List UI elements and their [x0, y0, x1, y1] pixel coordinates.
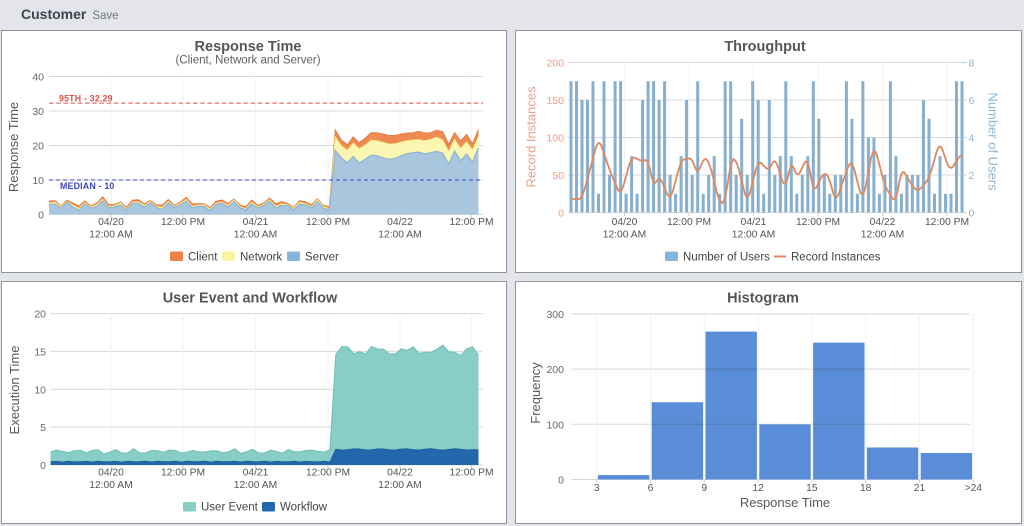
svg-text:15: 15: [34, 346, 46, 358]
svg-text:8: 8: [969, 58, 975, 70]
svg-text:12:00 AM: 12:00 AM: [234, 480, 278, 491]
svg-text:Record Instances: Record Instances: [524, 86, 539, 188]
svg-text:0: 0: [969, 208, 975, 220]
svg-text:04/22: 04/22: [870, 217, 896, 228]
svg-text:04/21: 04/21: [243, 468, 269, 479]
svg-text:200: 200: [546, 58, 564, 70]
svg-text:Record Instances: Record Instances: [791, 252, 881, 264]
svg-text:20: 20: [34, 309, 46, 321]
svg-text:0: 0: [38, 210, 44, 222]
svg-text:12:00 PM: 12:00 PM: [925, 217, 969, 228]
svg-text:12:00 AM: 12:00 AM: [89, 230, 133, 241]
svg-text:04/20: 04/20: [612, 217, 638, 228]
svg-text:Number of Users: Number of Users: [986, 92, 1001, 191]
svg-text:12:00 AM: 12:00 AM: [234, 230, 278, 241]
svg-text:12:00 PM: 12:00 PM: [667, 217, 711, 228]
svg-text:12:00 AM: 12:00 AM: [861, 230, 905, 241]
svg-text:Frequency: Frequency: [528, 362, 543, 424]
svg-text:Throughput: Throughput: [724, 39, 806, 55]
svg-text:9: 9: [701, 483, 707, 494]
svg-text:Network: Network: [240, 252, 282, 264]
svg-text:12:00 AM: 12:00 AM: [378, 230, 422, 241]
svg-text:User Event and Workflow: User Event and Workflow: [163, 291, 338, 307]
svg-text:12:00 PM: 12:00 PM: [161, 217, 205, 228]
svg-text:150: 150: [546, 95, 564, 107]
svg-text:12: 12: [752, 483, 764, 494]
svg-text:04/21: 04/21: [741, 217, 767, 228]
svg-text:0: 0: [40, 460, 46, 472]
svg-text:04/21: 04/21: [243, 217, 269, 228]
svg-text:12:00 PM: 12:00 PM: [449, 217, 493, 228]
svg-text:12:00 AM: 12:00 AM: [378, 480, 422, 491]
svg-text:20: 20: [32, 141, 44, 153]
svg-text:100: 100: [546, 133, 564, 145]
svg-text:6: 6: [648, 483, 654, 494]
svg-text:30: 30: [32, 106, 44, 118]
svg-text:12:00 PM: 12:00 PM: [161, 468, 205, 479]
svg-text:04/20: 04/20: [98, 217, 124, 228]
svg-text:10: 10: [32, 175, 44, 187]
svg-text:Workflow: Workflow: [280, 502, 328, 514]
svg-text:40: 40: [32, 72, 44, 84]
svg-text:04/20: 04/20: [98, 468, 124, 479]
svg-text:0: 0: [558, 475, 564, 487]
svg-text:18: 18: [860, 483, 872, 494]
svg-text:Response Time: Response Time: [195, 39, 302, 55]
svg-text:>24: >24: [965, 483, 983, 494]
svg-text:10: 10: [34, 384, 46, 396]
svg-text:04/22: 04/22: [387, 468, 413, 479]
svg-text:04/22: 04/22: [387, 217, 413, 228]
svg-text:Response Time: Response Time: [6, 102, 21, 192]
svg-text:6: 6: [969, 95, 975, 107]
svg-text:12:00 AM: 12:00 AM: [603, 230, 647, 241]
svg-text:200: 200: [546, 364, 564, 376]
svg-text:12:00 PM: 12:00 PM: [306, 468, 350, 479]
svg-text:12:00 PM: 12:00 PM: [306, 217, 350, 228]
svg-text:Response Time: Response Time: [740, 495, 830, 510]
svg-text:Execution Time: Execution Time: [7, 346, 22, 435]
svg-text:User Event: User Event: [201, 502, 259, 514]
svg-text:5: 5: [40, 422, 46, 434]
svg-text:95TH - 32.29: 95TH - 32.29: [59, 94, 113, 104]
svg-text:0: 0: [558, 208, 564, 220]
svg-text:12:00 AM: 12:00 AM: [732, 230, 776, 241]
svg-text:100: 100: [546, 419, 564, 431]
svg-text:3: 3: [594, 483, 600, 494]
svg-text:Client: Client: [188, 252, 218, 264]
svg-text:12:00 PM: 12:00 PM: [449, 468, 493, 479]
svg-text:50: 50: [552, 170, 564, 182]
svg-text:Number of Users: Number of Users: [683, 252, 770, 264]
svg-text:Server: Server: [305, 252, 339, 264]
svg-text:15: 15: [806, 483, 818, 494]
svg-text:Histogram: Histogram: [727, 291, 799, 307]
svg-text:MEDIAN - 10: MEDIAN - 10: [60, 181, 115, 191]
svg-text:21: 21: [914, 483, 926, 494]
svg-text:2: 2: [969, 170, 975, 182]
svg-text:4: 4: [969, 133, 975, 145]
svg-text:12:00 PM: 12:00 PM: [796, 217, 840, 228]
svg-text:(Client, Network and Server): (Client, Network and Server): [175, 55, 320, 67]
svg-text:300: 300: [546, 309, 564, 321]
svg-text:12:00 AM: 12:00 AM: [89, 480, 133, 491]
